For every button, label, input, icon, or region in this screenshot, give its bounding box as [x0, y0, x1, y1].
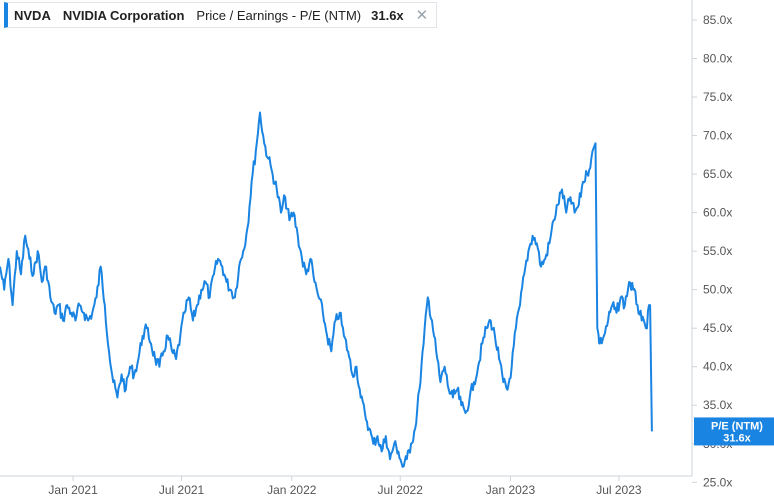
y-tick-label: 40.0x — [703, 360, 732, 374]
x-tick-label: Jan 2022 — [267, 483, 317, 497]
x-tick-label: Jul 2021 — [159, 483, 205, 497]
y-axis: 25.0x30.0x35.0x40.0x45.0x50.0x55.0x60.0x… — [691, 0, 732, 489]
legend-metric: Price / Earnings - P/E (NTM) — [196, 7, 362, 23]
legend-ticker: NVDA — [14, 7, 51, 23]
x-tick-label: Jan 2021 — [48, 483, 98, 497]
y-tick-label: 85.0x — [703, 13, 732, 27]
last-value-badge-label: P/E (NTM) — [711, 420, 763, 432]
y-tick-label: 60.0x — [703, 206, 732, 220]
x-tick-label: Jul 2023 — [596, 483, 642, 497]
x-tick-label: Jan 2023 — [486, 483, 536, 497]
y-tick-label: 65.0x — [703, 167, 732, 181]
close-icon[interactable]: ✕ — [415, 7, 429, 24]
legend-value: 31.6x — [371, 7, 404, 23]
last-value-badge: P/E (NTM) 31.6x — [694, 417, 774, 446]
last-value-badge-bg — [694, 417, 774, 446]
y-tick-label: 45.0x — [703, 321, 732, 335]
y-tick-label: 75.0x — [703, 90, 732, 104]
y-tick-label: 55.0x — [703, 244, 732, 258]
y-tick-label: 80.0x — [703, 52, 732, 66]
legend-company: NVIDIA Corporation — [62, 7, 185, 23]
y-tick-label: 70.0x — [703, 129, 732, 143]
x-axis: Jan 2021 Jul 2021 Jan 2022 Jul 2022 Jan 2023… — [0, 475, 692, 497]
pe-series-line — [0, 111, 653, 468]
series-legend: NVDA NVIDIA Corporation Price / Earnings… — [4, 2, 438, 28]
x-tick-label: Jul 2022 — [378, 483, 424, 497]
y-tick-label: 25.0x — [703, 475, 732, 489]
y-tick-label: 35.0x — [703, 398, 732, 412]
last-value-badge-value: 31.6x — [723, 432, 751, 444]
y-tick-label: 50.0x — [703, 283, 732, 297]
